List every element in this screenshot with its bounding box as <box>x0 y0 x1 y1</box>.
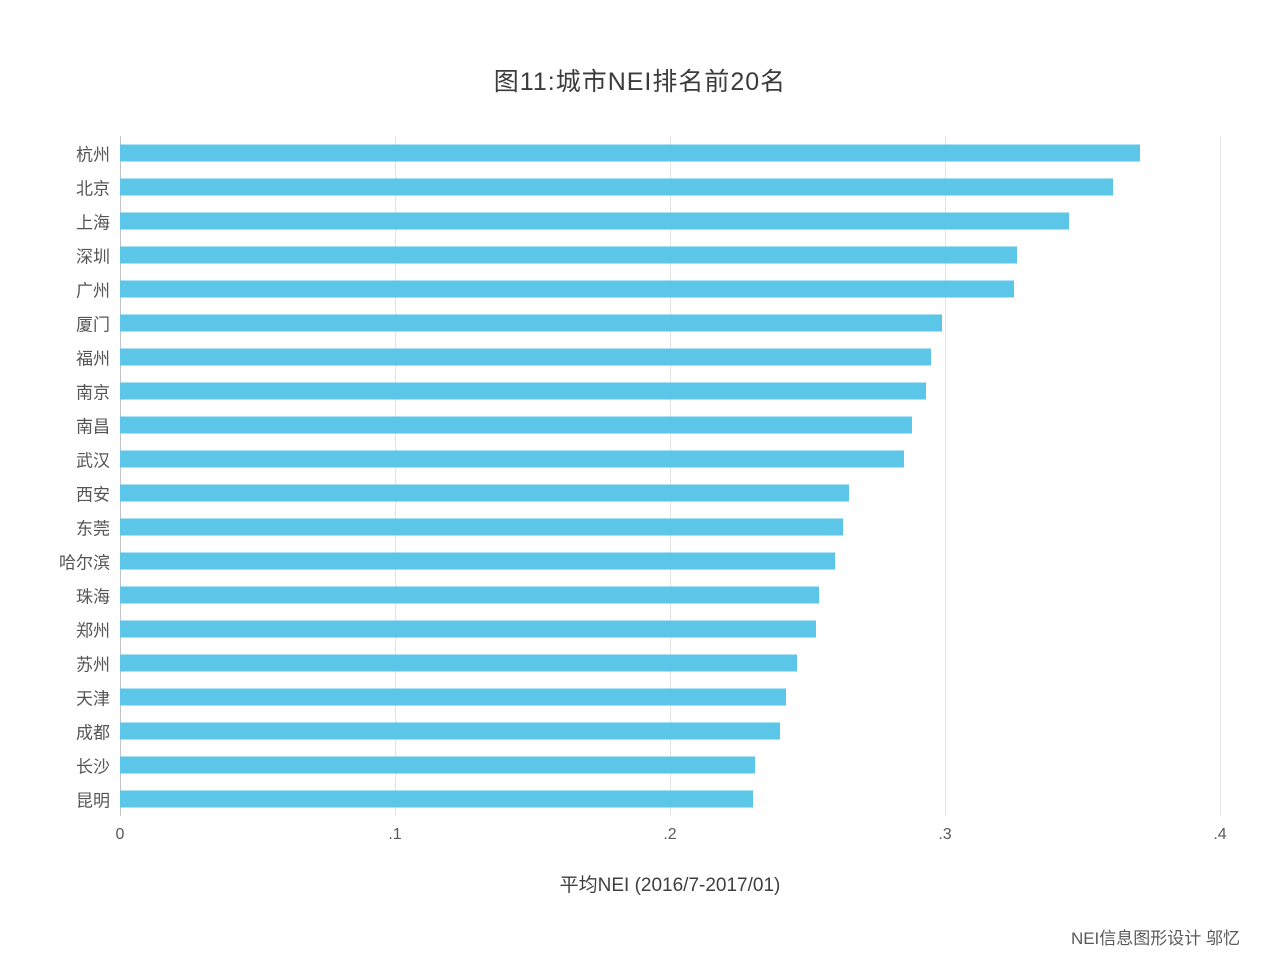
category-label: 天津 <box>76 689 110 709</box>
bar <box>120 450 904 468</box>
gridline <box>395 136 396 816</box>
x-tick-label: 0 <box>115 826 125 843</box>
bar-row: 深圳 <box>76 238 1220 272</box>
chart-title: 图11:城市NEI排名前20名 <box>493 68 787 96</box>
category-label: 深圳 <box>76 247 110 267</box>
y-axis-line <box>120 136 121 816</box>
category-label: 南京 <box>76 383 110 403</box>
category-label: 厦门 <box>76 315 110 335</box>
x-axis: 0 .1 .2 .3 .4 <box>116 826 1227 846</box>
gridline <box>1220 136 1221 816</box>
bar <box>120 280 1014 298</box>
category-label: 苏州 <box>76 655 110 675</box>
bar <box>120 484 849 502</box>
bar <box>120 212 1069 230</box>
bar-row: 广州 <box>76 272 1220 306</box>
bar-row: 上海 <box>76 204 1220 238</box>
bar <box>120 790 753 808</box>
bar <box>120 654 797 672</box>
x-axis-label: 平均NEI (2016/7-2017/01) <box>559 875 781 896</box>
bar <box>120 314 943 332</box>
bar-row: 东莞 <box>76 510 1220 544</box>
bar <box>120 756 756 774</box>
category-label: 成都 <box>76 723 110 743</box>
category-label: 广州 <box>76 281 110 301</box>
bar <box>120 246 1017 264</box>
bar <box>120 382 926 400</box>
bar-row: 郑州 <box>76 612 1220 646</box>
category-label: 武汉 <box>76 451 110 471</box>
category-label: 西安 <box>76 485 110 505</box>
x-tick-label: .3 <box>938 826 952 843</box>
bar-rows: 杭州北京上海深圳广州厦门福州南京南昌武汉西安东莞哈尔滨珠海郑州苏州天津成都长沙昆… <box>59 136 1220 816</box>
bar <box>120 518 844 536</box>
x-tick-label: .2 <box>663 826 677 843</box>
bar-row: 南昌 <box>76 408 1220 442</box>
category-label: 南昌 <box>76 417 110 437</box>
bar <box>120 144 1141 162</box>
bar <box>120 586 819 604</box>
category-label: 杭州 <box>76 145 110 165</box>
bar-row: 杭州 <box>76 136 1220 170</box>
category-label: 北京 <box>76 179 110 199</box>
bar <box>120 552 835 570</box>
bar-row: 长沙 <box>76 748 1220 782</box>
bar-row: 昆明 <box>76 782 1220 816</box>
category-label: 长沙 <box>76 757 110 777</box>
bar-row: 西安 <box>76 476 1220 510</box>
bar-row: 成都 <box>76 714 1220 748</box>
bar-chart-plot-area: 杭州北京上海深圳广州厦门福州南京南昌武汉西安东莞哈尔滨珠海郑州苏州天津成都长沙昆… <box>59 136 1221 816</box>
bar <box>120 722 780 740</box>
bar-row: 福州 <box>76 340 1220 374</box>
category-label: 哈尔滨 <box>59 553 110 573</box>
bar-row: 厦门 <box>76 306 1220 340</box>
bar-row: 苏州 <box>76 646 1220 680</box>
bar-row: 武汉 <box>76 442 1220 476</box>
category-label: 郑州 <box>76 621 110 641</box>
bar-row: 北京 <box>76 170 1220 204</box>
bar-row: 南京 <box>76 374 1220 408</box>
x-tick-label: .1 <box>388 826 402 843</box>
category-label: 东莞 <box>76 519 110 539</box>
bar <box>120 416 912 434</box>
category-label: 珠海 <box>76 587 110 607</box>
bar-row: 珠海 <box>76 578 1220 612</box>
gridline <box>670 136 671 816</box>
x-tick-label: .4 <box>1213 826 1227 843</box>
category-label: 福州 <box>76 349 110 369</box>
bar <box>120 620 816 638</box>
bar-row: 哈尔滨 <box>59 544 1220 578</box>
category-label: 昆明 <box>76 791 110 811</box>
bar <box>120 688 786 706</box>
gridline <box>945 136 946 816</box>
credit-text: NEI信息图形设计 邬忆 <box>1070 929 1240 948</box>
bar <box>120 178 1113 196</box>
bar <box>120 348 932 366</box>
category-label: 上海 <box>76 213 110 233</box>
bar-row: 天津 <box>76 680 1220 714</box>
